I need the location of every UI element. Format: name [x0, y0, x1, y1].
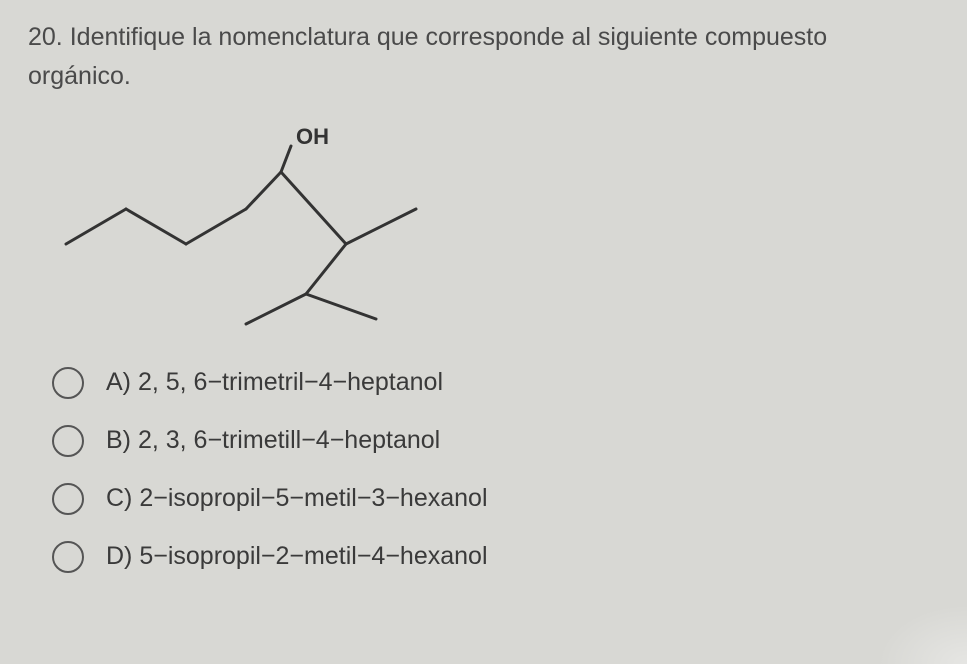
corner-highlight	[877, 604, 967, 664]
molecule-diagram: OH	[46, 124, 931, 339]
radio-icon[interactable]	[52, 367, 84, 399]
radio-icon[interactable]	[52, 483, 84, 515]
question-body: Identifique la nomenclatura que correspo…	[28, 23, 827, 90]
radio-icon[interactable]	[52, 541, 84, 573]
question-number: 20.	[28, 23, 63, 51]
option-label: C) 2−isopropil−5−metil−3−hexanol	[106, 484, 488, 513]
option-a[interactable]: A) 2, 5, 6−trimetril−4−heptanol	[52, 367, 931, 399]
option-d[interactable]: D) 5−isopropil−2−metil−4−hexanol	[52, 541, 931, 573]
molecule-svg: OH	[46, 124, 466, 334]
question-prompt: 20. Identifique la nomenclatura que corr…	[28, 18, 931, 96]
option-c[interactable]: C) 2−isopropil−5−metil−3−hexanol	[52, 483, 931, 515]
option-label: D) 5−isopropil−2−metil−4−hexanol	[106, 542, 488, 571]
option-label: A) 2, 5, 6−trimetril−4−heptanol	[106, 368, 443, 397]
radio-icon[interactable]	[52, 425, 84, 457]
oh-label: OH	[296, 124, 329, 149]
option-label: B) 2, 3, 6−trimetill−4−heptanol	[106, 426, 440, 455]
option-b[interactable]: B) 2, 3, 6−trimetill−4−heptanol	[52, 425, 931, 457]
options-list: A) 2, 5, 6−trimetril−4−heptanol B) 2, 3,…	[52, 367, 931, 573]
